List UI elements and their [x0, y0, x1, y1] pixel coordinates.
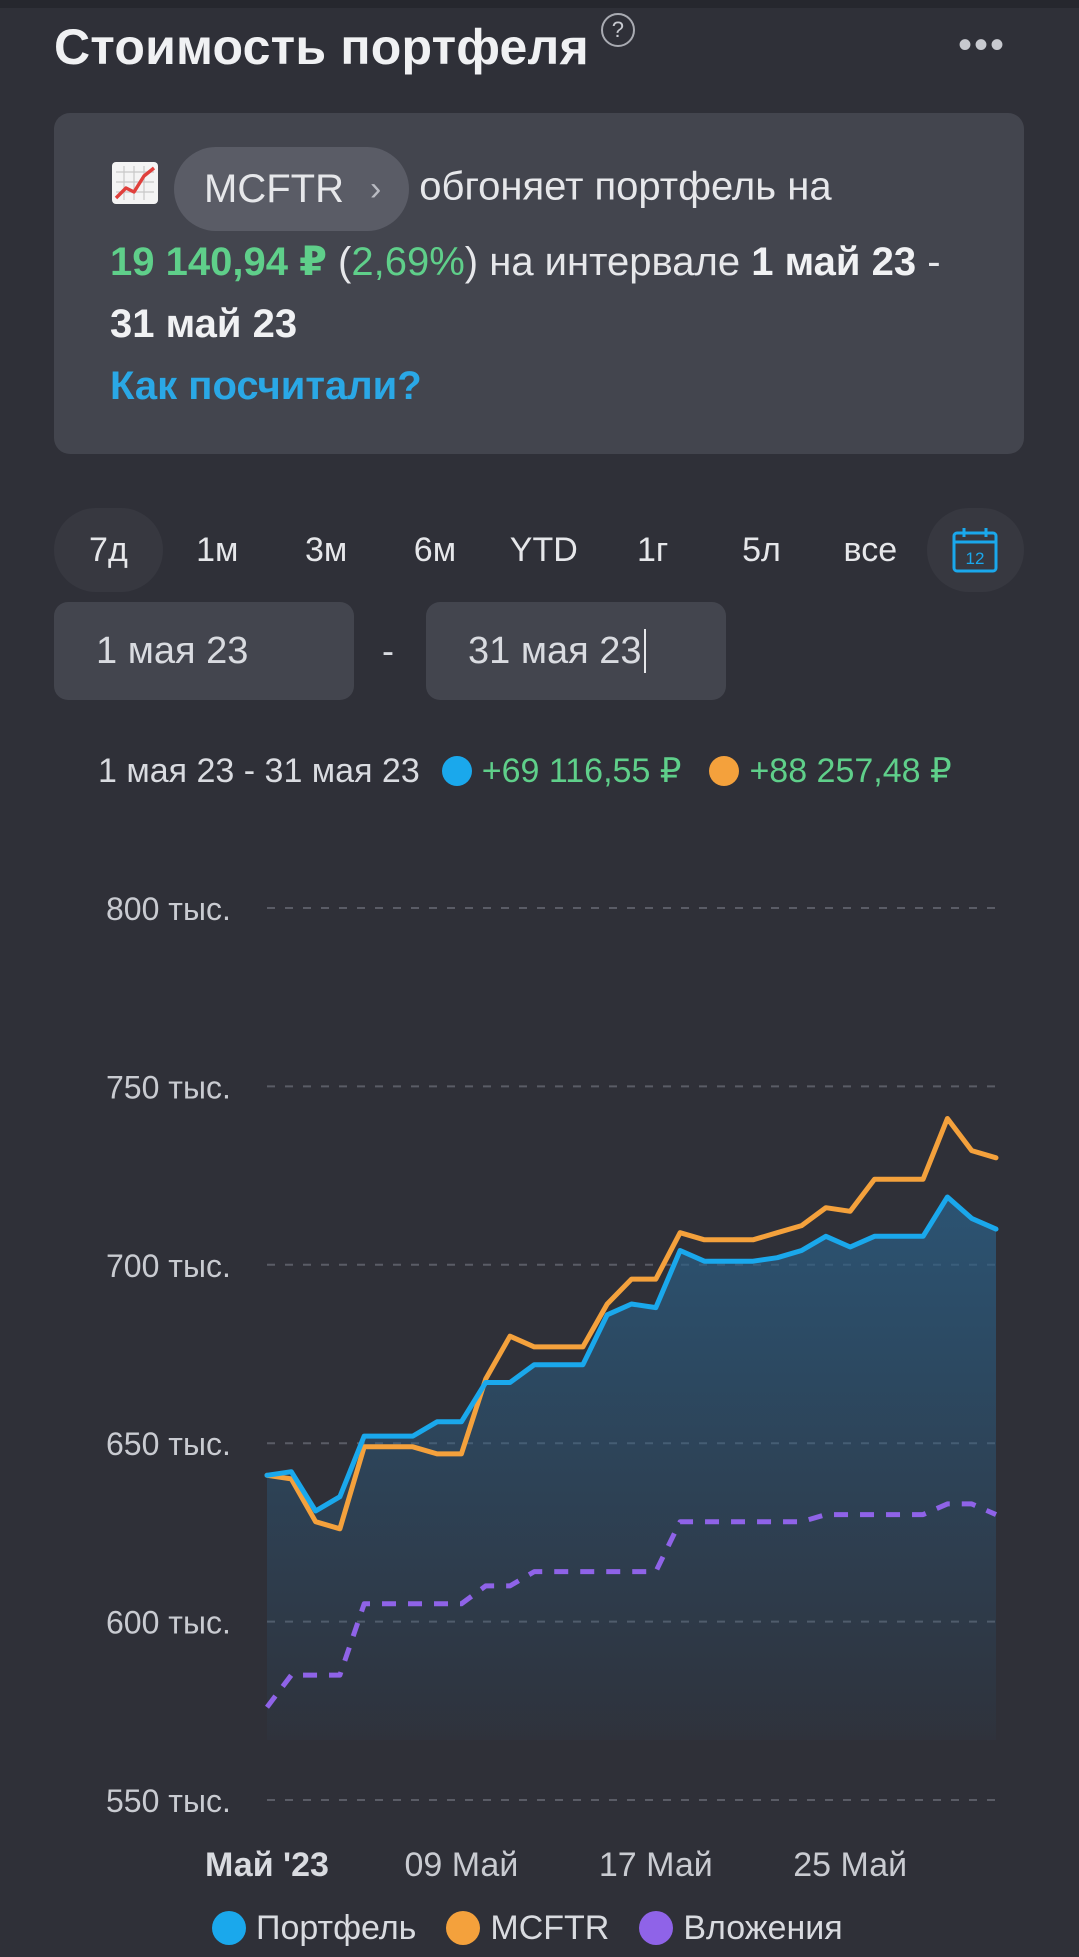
date-to-input[interactable]: 31 мая 23 [426, 602, 726, 700]
help-icon[interactable]: ? [600, 13, 635, 47]
interval-text: на интервале [489, 240, 741, 284]
benchmark-card: MCFTR › обгоняет портфель на 19 140,94 ₽ (… [54, 113, 1024, 454]
more-menu-icon[interactable]: ••• [957, 23, 1006, 67]
x-tick-label: 25 Май [793, 1846, 907, 1884]
y-tick-label: 700 тыс. [106, 1248, 231, 1284]
date-from-value: 1 мая 23 [96, 629, 249, 672]
chevron-right-icon: › [369, 170, 382, 208]
how-calculated-link[interactable]: Как посчитали? [110, 364, 422, 408]
page-title: Стоимость портфеля [54, 19, 589, 75]
x-tick-label: Май '23 [205, 1846, 329, 1884]
interval-end: 31 май 23 [110, 302, 298, 346]
text-cursor [643, 629, 646, 673]
interval-start: 1 май 23 [751, 240, 917, 284]
chart-up-icon [112, 161, 158, 204]
period-1m[interactable]: 1м [196, 530, 239, 569]
diff-amount: 19 140,94 ₽ [110, 240, 327, 284]
legend-label-mcftr: MCFTR [490, 1908, 610, 1947]
calendar-icon: 12 [952, 528, 998, 573]
portfolio-dot-icon [441, 756, 472, 786]
period-7d[interactable]: 7д [54, 508, 163, 592]
y-tick-label: 750 тыс. [106, 1069, 231, 1105]
paren-open: ( [338, 240, 352, 284]
period-selector: 7д 1м 3м 6м YTD 1г 5л все 12 [54, 508, 1024, 592]
period-1y[interactable]: 1г [636, 530, 669, 569]
chip-label: MCFTR [204, 167, 344, 211]
diff-percent: 2,69% [351, 240, 465, 284]
overtakes-text: обгоняет портфель на [419, 164, 832, 209]
series-line-portfolio [264, 1194, 999, 1514]
y-tick-label: 650 тыс. [106, 1426, 231, 1462]
date-to-value: 31 мая 23 [468, 629, 642, 672]
portfolio-change: +69 116,55 ₽ [481, 752, 682, 790]
date-from-input[interactable]: 1 мая 23 [54, 602, 354, 700]
paren-close: ) [464, 240, 479, 284]
legend-item-portfolio[interactable]: Портфель [212, 1909, 416, 1948]
investments-legend-dot-icon [639, 1911, 674, 1945]
period-3m[interactable]: 3м [304, 530, 348, 569]
calendar-button[interactable]: 12 [926, 508, 1024, 592]
page-header: Стоимость портфеля ? ••• [54, 12, 1024, 82]
y-tick-label: 550 тыс. [106, 1783, 231, 1819]
period-all[interactable]: все [843, 530, 898, 569]
date-separator: - [382, 630, 394, 671]
period-5y[interactable]: 5л [742, 530, 781, 569]
card-line-1: MCFTR › обгоняет портфель на [110, 147, 968, 231]
summary-range: 1 мая 23 - 31 мая 23 [98, 751, 420, 790]
mcftr-change: +88 257,48 ₽ [749, 752, 952, 790]
x-tick-label: 17 Май [599, 1846, 713, 1884]
benchmark-chip[interactable]: MCFTR › [174, 147, 410, 231]
calendar-day: 12 [966, 549, 985, 568]
series-line-investments [265, 1501, 998, 1709]
portfolio-chart[interactable]: 800 тыс. 750 тыс. 700 тыс. 650 тыс. 600 тыс.… [0, 860, 1079, 1890]
y-tick-label: 600 тыс. [106, 1605, 231, 1641]
mcftr-dot-icon [709, 756, 740, 786]
legend-label-portfolio: Портфель [256, 1908, 417, 1947]
top-strip [0, 0, 1079, 8]
card-line-2: 19 140,94 ₽ (2,69%) на интервале 1 май 2… [110, 231, 968, 293]
period-6m[interactable]: 6м [413, 530, 457, 569]
period-ytd[interactable]: YTD [509, 530, 578, 569]
legend-item-mcftr[interactable]: MCFTR [446, 1909, 609, 1948]
x-tick-label: 09 Май [404, 1846, 518, 1884]
change-summary: 1 мая 23 - 31 мая 23 +69 116,55 ₽ +88 25… [98, 745, 952, 797]
portfolio-area [267, 1197, 996, 1740]
card-line-3: 31 май 23 [110, 293, 968, 355]
interval-dash: - [927, 240, 941, 284]
chart-legend: Портфель MCFTR Вложения [212, 1900, 873, 1956]
mcftr-legend-dot-icon [446, 1911, 481, 1945]
y-tick-label: 800 тыс. [106, 891, 231, 927]
legend-label-investments: Вложения [683, 1908, 843, 1947]
series-line-mcftr [264, 1116, 999, 1532]
portfolio-legend-dot-icon [212, 1911, 246, 1945]
card-line-4: Как посчитали? [110, 355, 968, 417]
legend-item-investments[interactable]: Вложения [639, 1908, 843, 1948]
